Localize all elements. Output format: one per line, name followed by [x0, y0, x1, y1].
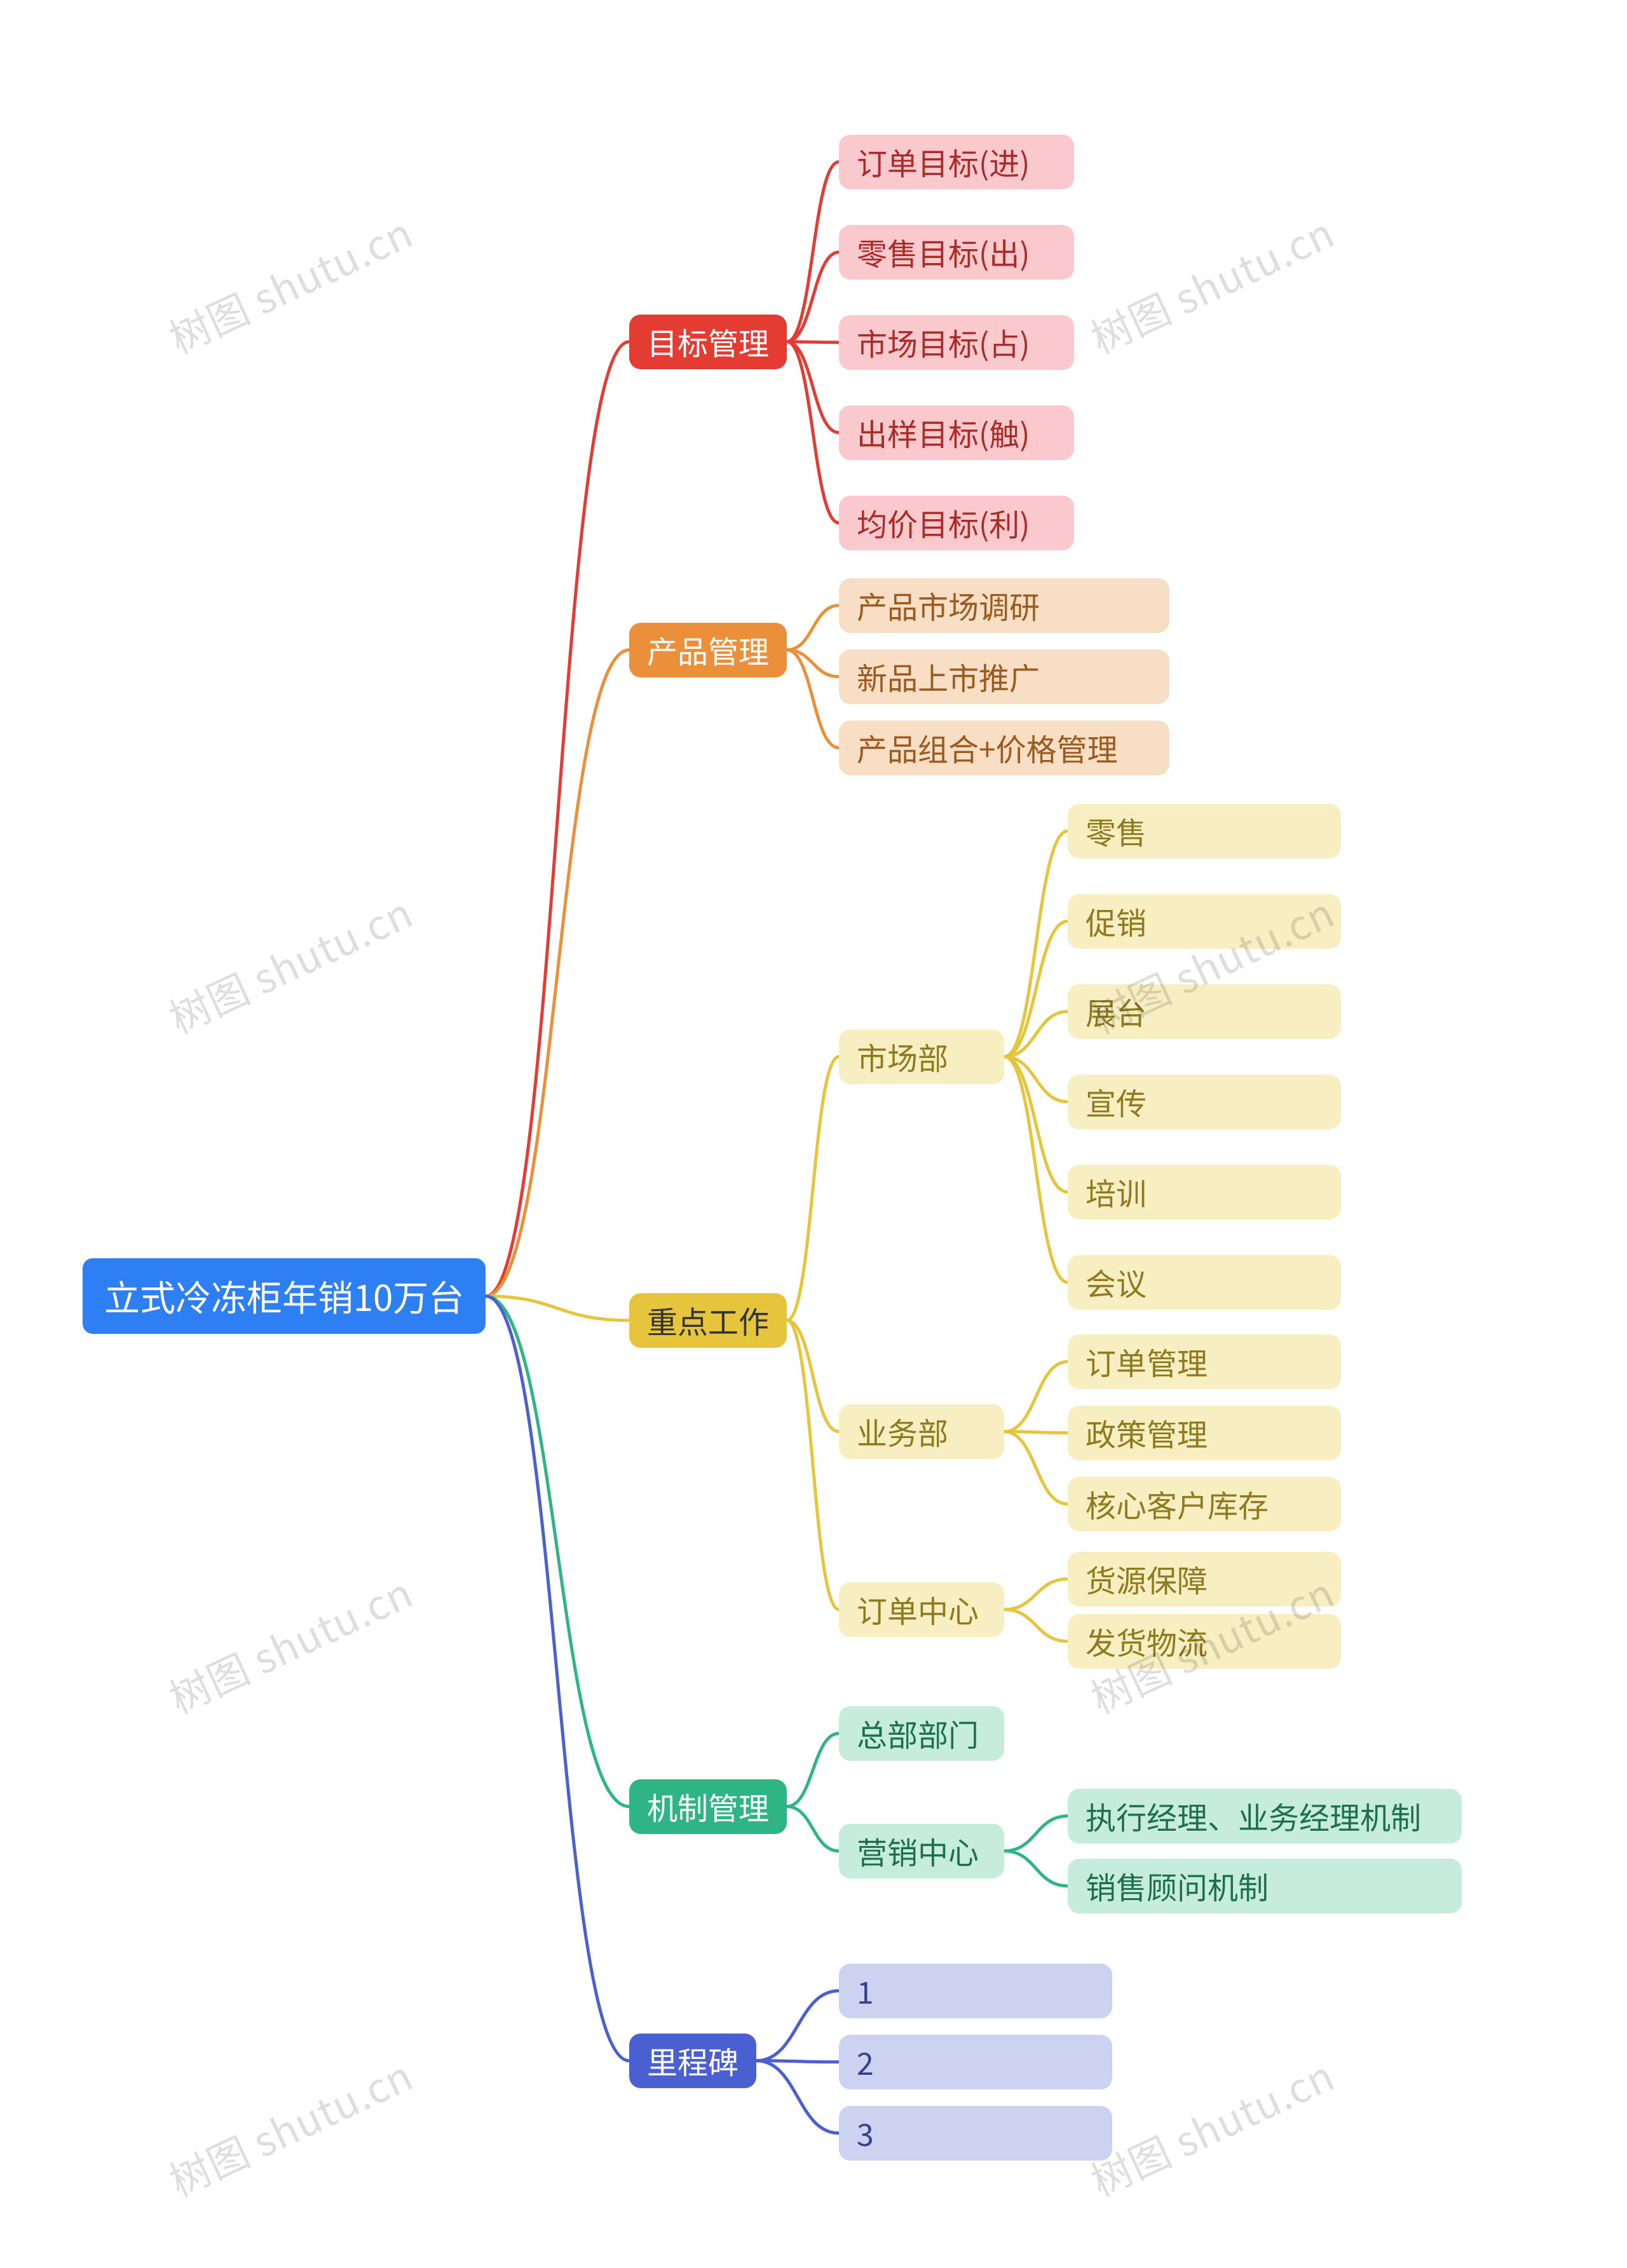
level2-node: 3: [839, 2106, 1112, 2161]
level3-node: 核心客户库存: [1068, 1477, 1341, 1531]
level3-node: 货源保障: [1068, 1552, 1341, 1606]
level2-node: 产品市场调研: [839, 578, 1169, 633]
level3-node: 零售: [1068, 804, 1341, 859]
level2-node: 订单中心: [839, 1582, 1004, 1637]
level2-node: 新品上市推广: [839, 649, 1169, 704]
level1-node: 产品管理: [629, 623, 787, 677]
level3-node: 会议: [1068, 1255, 1341, 1310]
level2-node: 零售目标(出): [839, 225, 1074, 280]
watermark: 树图 shutu.cn: [159, 1561, 421, 1725]
level3-node: 发货物流: [1068, 1614, 1341, 1669]
level1-node: 重点工作: [629, 1293, 787, 1348]
level1-node: 里程碑: [629, 2034, 756, 2088]
level2-node: 市场目标(占): [839, 315, 1074, 370]
level2-node: 总部部门: [839, 1706, 1004, 1761]
level3-node: 展台: [1068, 984, 1341, 1039]
root-node: 立式冷冻柜年销10万台: [83, 1258, 486, 1334]
level1-node: 机制管理: [629, 1779, 787, 1834]
level2-node: 产品组合+价格管理: [839, 721, 1169, 775]
level3-node: 培训: [1068, 1165, 1341, 1219]
level2-node: 营销中心: [839, 1824, 1004, 1878]
level2-node: 2: [839, 2035, 1112, 2089]
level2-node: 订单目标(进): [839, 135, 1074, 189]
watermark: 树图 shutu.cn: [1080, 2044, 1343, 2208]
level3-node: 订单管理: [1068, 1334, 1341, 1389]
watermark: 树图 shutu.cn: [159, 201, 421, 365]
mindmap-connectors: [0, 0, 1627, 2268]
level3-node: 政策管理: [1068, 1406, 1341, 1460]
level3-node: 宣传: [1068, 1075, 1341, 1129]
level3-node: 执行经理、业务经理机制: [1068, 1789, 1462, 1844]
level2-node: 均价目标(利): [839, 496, 1074, 550]
level3-node: 促销: [1068, 894, 1341, 949]
watermark: 树图 shutu.cn: [159, 881, 421, 1045]
level2-node: 1: [839, 1964, 1112, 2018]
level2-node: 市场部: [839, 1029, 1004, 1084]
level3-node: 销售顾问机制: [1068, 1859, 1462, 1913]
watermark: 树图 shutu.cn: [1080, 201, 1343, 365]
watermark: 树图 shutu.cn: [159, 2044, 421, 2208]
level1-node: 目标管理: [629, 315, 787, 369]
level2-node: 业务部: [839, 1404, 1004, 1459]
level2-node: 出样目标(触): [839, 405, 1074, 460]
